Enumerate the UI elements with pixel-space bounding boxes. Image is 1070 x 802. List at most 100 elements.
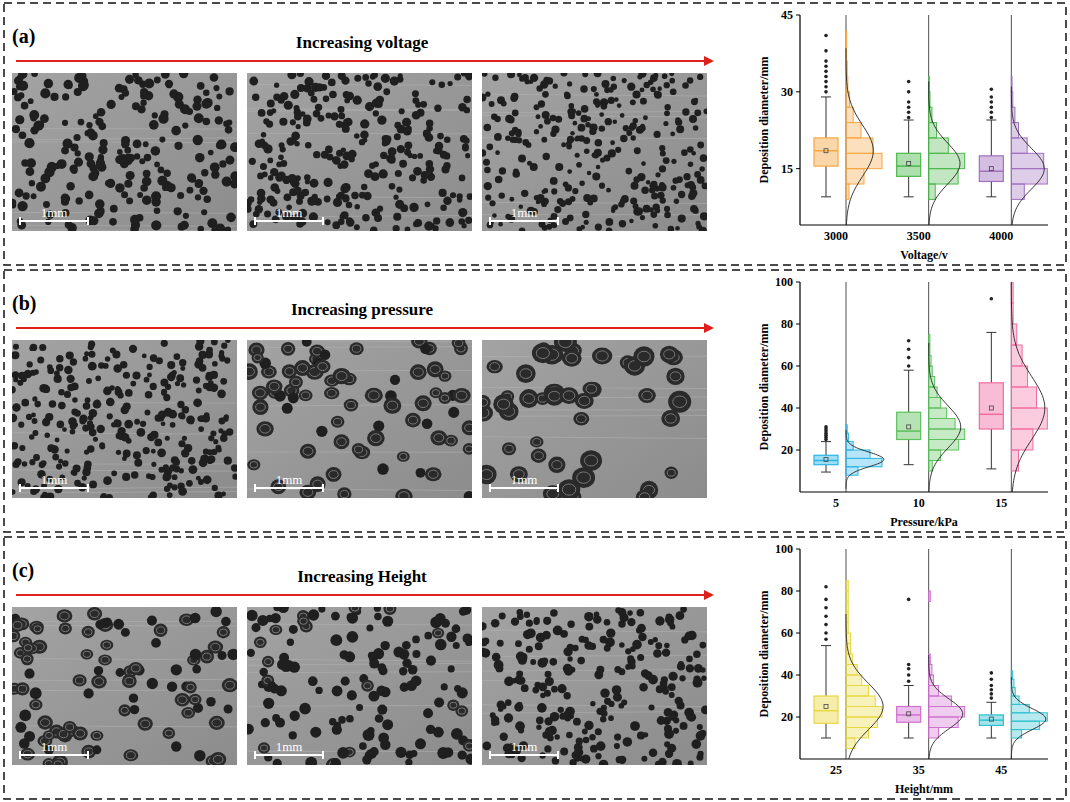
y-tick [796,408,800,409]
droplet [75,150,81,156]
droplet [361,184,367,190]
droplet [411,676,422,687]
droplet [263,698,274,709]
droplet [167,492,173,498]
hist-bar [929,461,933,472]
droplet [663,157,670,164]
droplet [483,159,490,166]
droplet [262,656,274,668]
droplet [439,189,447,197]
droplet [217,390,226,399]
micrograph [482,607,707,765]
droplet [538,124,543,129]
droplet [40,88,50,98]
droplet [272,714,280,722]
droplet-ring [465,446,472,452]
droplet [260,163,267,170]
droplet-ring [61,625,69,632]
droplet [218,417,225,424]
droplet-ring [285,368,294,376]
droplet [374,214,382,222]
droplet [489,101,495,107]
droplet [630,135,635,140]
droplet [595,139,603,147]
droplet [262,172,268,178]
droplet [252,352,264,364]
droplet [174,142,182,150]
droplet [189,465,198,474]
droplet-ring [465,743,472,749]
outlier [907,105,911,109]
droplet [81,649,94,660]
scale-label: 1mm [41,739,68,754]
droplet-ring [434,434,444,442]
droplet [633,346,654,366]
droplet [21,653,34,666]
droplet [224,457,232,465]
droplet [321,151,329,159]
droplet [207,449,213,455]
droplet [85,191,94,200]
droplet [31,193,37,199]
hist-bar [1011,429,1033,450]
hist-bar [846,92,850,107]
droplet [544,118,551,125]
droplet [495,176,503,184]
x-tick-label: 4000 [989,229,1013,243]
droplet [146,473,152,479]
droplet [438,392,451,404]
droplet [217,447,222,452]
droplet [111,422,117,428]
droplet [107,100,116,109]
droplet-ring [93,732,101,738]
droplet [640,98,647,105]
droplet [697,74,703,80]
droplet [99,442,105,448]
droplet [193,135,203,145]
droplet [584,220,589,225]
droplet [578,124,586,132]
droplet [85,397,91,403]
droplet [575,153,580,158]
mean [824,149,828,153]
droplet [115,183,124,192]
whisker-high [826,442,827,456]
droplet [606,227,613,231]
droplet [606,188,611,193]
droplet [611,206,616,211]
droplet [570,196,576,202]
droplet [151,146,161,156]
droplet [463,740,472,751]
droplet [126,171,135,180]
droplet [354,133,360,139]
droplet [354,204,360,210]
droplet-ring [264,659,271,665]
droplet [171,741,181,751]
droplet-ring [303,488,313,496]
droplet [140,100,146,106]
droplet [143,141,149,147]
droplet [605,118,612,125]
whisker-cap [986,196,996,197]
droplet [196,340,204,345]
droplet-ring [313,480,323,488]
hist-bar [929,419,955,430]
droplet [376,96,384,104]
droplet [308,609,319,620]
droplet [580,450,602,471]
droplet [486,143,493,150]
droplet [499,192,505,198]
outlier [824,70,828,74]
droplet [120,406,129,415]
droplet [59,622,72,634]
droplet [221,430,228,437]
droplet [115,365,121,371]
droplet [96,207,104,215]
droplet [179,359,186,366]
x-axis [800,224,1048,225]
droplet [353,96,362,105]
droplet [189,467,194,472]
droplet [627,83,635,91]
droplet [689,115,697,123]
droplet [365,388,383,403]
